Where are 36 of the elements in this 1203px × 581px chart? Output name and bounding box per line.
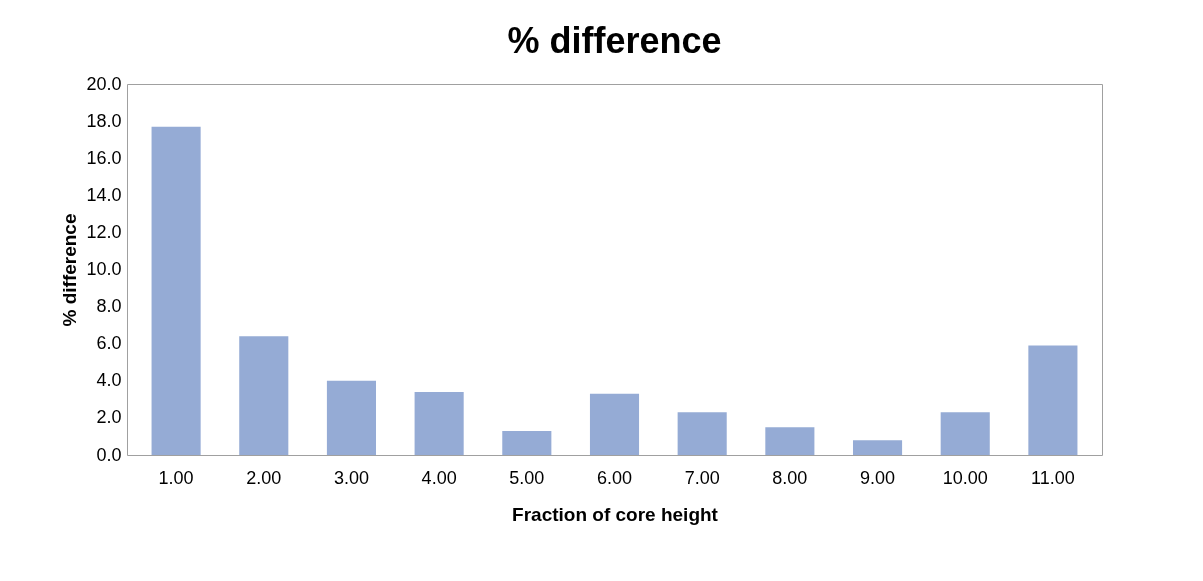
x-tick-label: 7.00 — [684, 467, 720, 488]
bar — [677, 412, 727, 455]
x-tick-label: 8.00 — [772, 467, 808, 488]
y-axis-title: % difference — [59, 213, 81, 327]
y-tick-label: 6.0 — [96, 333, 122, 354]
y-tick-label: 2.0 — [96, 407, 122, 428]
bar — [414, 391, 464, 455]
bar — [765, 427, 815, 455]
bar — [326, 380, 377, 455]
x-tick-label: 3.00 — [333, 467, 369, 488]
x-tick-label: 11.00 — [1031, 467, 1075, 488]
y-tick-label: 20.0 — [86, 73, 122, 94]
x-axis-title: Fraction of core height — [512, 503, 719, 525]
y-tick-label: 12.0 — [86, 221, 122, 242]
x-tick-label: 1.00 — [158, 467, 194, 488]
bar — [1028, 345, 1078, 455]
y-tick-label: 18.0 — [86, 110, 122, 131]
x-tick-label: 4.00 — [421, 467, 457, 488]
bar — [151, 126, 201, 455]
x-tick-label: 5.00 — [509, 467, 545, 488]
y-tick-label: 4.0 — [96, 370, 122, 391]
y-tick-label: 8.0 — [96, 296, 122, 317]
bar — [502, 430, 552, 455]
bar — [852, 440, 903, 455]
x-tick-label: 2.00 — [246, 467, 282, 488]
bar — [940, 412, 990, 455]
bar — [589, 393, 640, 455]
x-tick-label: 6.00 — [596, 467, 633, 488]
y-tick-label: 16.0 — [86, 147, 122, 168]
bar — [239, 336, 289, 455]
y-tick-label: 0.0 — [96, 444, 122, 465]
y-tick-label: 14.0 — [86, 184, 122, 205]
x-tick-label: 10.00 — [942, 467, 988, 488]
chart-title: % difference — [507, 20, 722, 61]
y-tick-label: 10.0 — [86, 259, 122, 279]
x-tick-label: 9.00 — [860, 467, 896, 488]
